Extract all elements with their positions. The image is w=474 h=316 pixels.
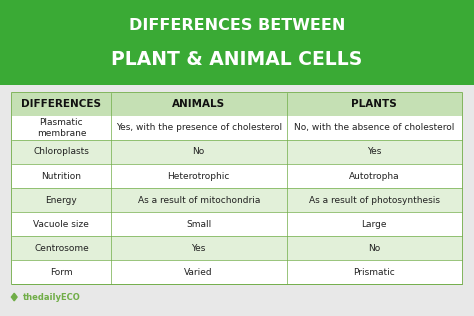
Text: ANIMALS: ANIMALS — [172, 100, 225, 110]
Bar — [12, 188, 462, 212]
Text: Chloroplasts: Chloroplasts — [34, 147, 89, 156]
Text: Yes: Yes — [367, 147, 382, 156]
Text: thedailyECO: thedailyECO — [23, 293, 81, 301]
Bar — [12, 116, 462, 140]
Text: Heterotrophic: Heterotrophic — [167, 172, 230, 180]
Text: DIFFERENCES BETWEEN: DIFFERENCES BETWEEN — [129, 18, 345, 33]
Text: Centrosome: Centrosome — [34, 244, 89, 253]
Text: Varied: Varied — [184, 268, 213, 277]
Text: Yes, with the presence of cholesterol: Yes, with the presence of cholesterol — [116, 123, 282, 132]
Text: As a result of mitochondria: As a result of mitochondria — [137, 196, 260, 204]
Text: Nutrition: Nutrition — [41, 172, 82, 180]
Text: Small: Small — [186, 220, 211, 229]
Text: Large: Large — [362, 220, 387, 229]
Bar — [12, 140, 462, 164]
Text: No: No — [192, 147, 205, 156]
Text: Energy: Energy — [46, 196, 77, 204]
Bar — [12, 164, 462, 188]
Text: Yes: Yes — [191, 244, 206, 253]
Text: No: No — [368, 244, 381, 253]
Text: PLANT & ANIMAL CELLS: PLANT & ANIMAL CELLS — [111, 50, 363, 69]
Text: As a result of photosynthesis: As a result of photosynthesis — [309, 196, 440, 204]
Bar — [0, 0, 474, 85]
Text: Plasmatic
membrane: Plasmatic membrane — [36, 118, 86, 137]
Bar — [12, 93, 462, 284]
Polygon shape — [11, 293, 17, 301]
Text: PLANTS: PLANTS — [351, 100, 397, 110]
Bar — [12, 212, 462, 236]
Text: Autotropha: Autotropha — [349, 172, 400, 180]
Bar — [12, 236, 462, 260]
Bar — [12, 260, 462, 284]
Text: DIFFERENCES: DIFFERENCES — [21, 100, 101, 110]
Text: Form: Form — [50, 268, 73, 277]
Text: Vacuole size: Vacuole size — [34, 220, 89, 229]
Text: Prismatic: Prismatic — [354, 268, 395, 277]
Bar — [12, 93, 462, 116]
Text: No, with the absence of cholesterol: No, with the absence of cholesterol — [294, 123, 455, 132]
